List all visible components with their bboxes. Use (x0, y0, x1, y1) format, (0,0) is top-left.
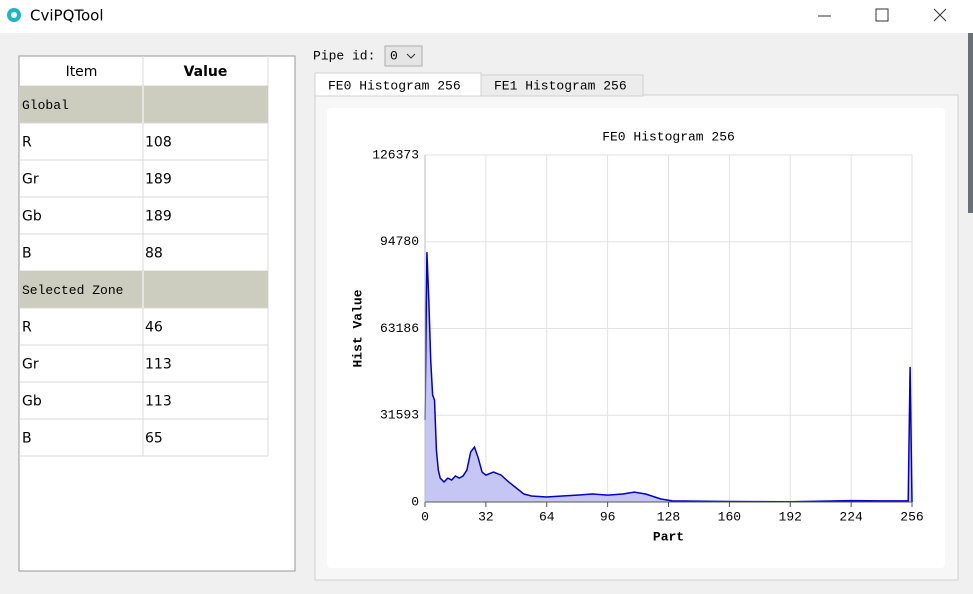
table-header: Value (184, 64, 228, 80)
cell-item: Gr (22, 172, 39, 188)
edge-strip (968, 33, 973, 213)
tab-label[interactable]: FE0 Histogram 256 (328, 78, 461, 93)
cell-item: B (22, 431, 32, 447)
cell-value: 189 (145, 172, 172, 188)
x-tick-label: 224 (839, 509, 863, 524)
window-title: CviPQTool (30, 7, 104, 25)
maximize-button[interactable] (875, 8, 889, 22)
chart-title: FE0 Histogram 256 (602, 129, 735, 144)
section-row (20, 86, 268, 123)
x-tick-label: 32 (478, 509, 494, 524)
pipe-select[interactable] (384, 45, 423, 67)
cell-value: 46 (145, 320, 163, 336)
y-axis-label: Hist Value (350, 289, 365, 367)
cell-item: R (22, 135, 32, 151)
x-tick-label: 0 (421, 509, 429, 524)
area-fill (425, 252, 912, 502)
cell-item: Selected Zone (22, 283, 123, 298)
table-header: Item (66, 64, 98, 80)
x-tick-label: 256 (900, 509, 923, 524)
select-arrow (406, 53, 416, 59)
cell-value: 189 (145, 209, 172, 225)
area-line (424, 252, 913, 503)
section-row (20, 271, 268, 308)
y-tick-label: 126373 (372, 147, 419, 162)
cell-item: Global (22, 98, 69, 113)
x-tick-label: 96 (600, 509, 616, 524)
cell-item: R (22, 320, 32, 336)
title-bar (0, 0, 973, 33)
cell-value: 113 (145, 357, 172, 373)
cell-value: 65 (145, 431, 163, 447)
x-axis-label: Part (653, 529, 684, 544)
tab-label[interactable]: FE1 Histogram 256 (494, 78, 627, 93)
close-button[interactable] (933, 8, 947, 22)
app-icon-inner (11, 12, 17, 18)
cell-value: 108 (145, 135, 172, 151)
cell-item: Gb (22, 209, 42, 225)
cell-item: B (22, 246, 32, 262)
pipe-label: Pipe id: (313, 48, 375, 63)
x-tick-label: 64 (539, 509, 555, 524)
cell-item: Gr (22, 357, 39, 373)
x-tick-label: 160 (718, 509, 741, 524)
pipe-value[interactable]: 0 (390, 48, 398, 63)
tab-active[interactable] (314, 72, 482, 97)
y-tick-label: 63186 (380, 321, 419, 336)
cell-item: Gb (22, 394, 42, 410)
y-tick-label: 31593 (380, 408, 419, 423)
cell-value: 88 (145, 246, 163, 262)
table-frame (18, 55, 296, 572)
x-tick-label: 192 (779, 509, 802, 524)
cell-value: 113 (145, 394, 172, 410)
x-tick-label: 128 (657, 509, 680, 524)
y-tick-label: 94780 (380, 234, 419, 249)
y-tick-label: 0 (411, 494, 419, 509)
